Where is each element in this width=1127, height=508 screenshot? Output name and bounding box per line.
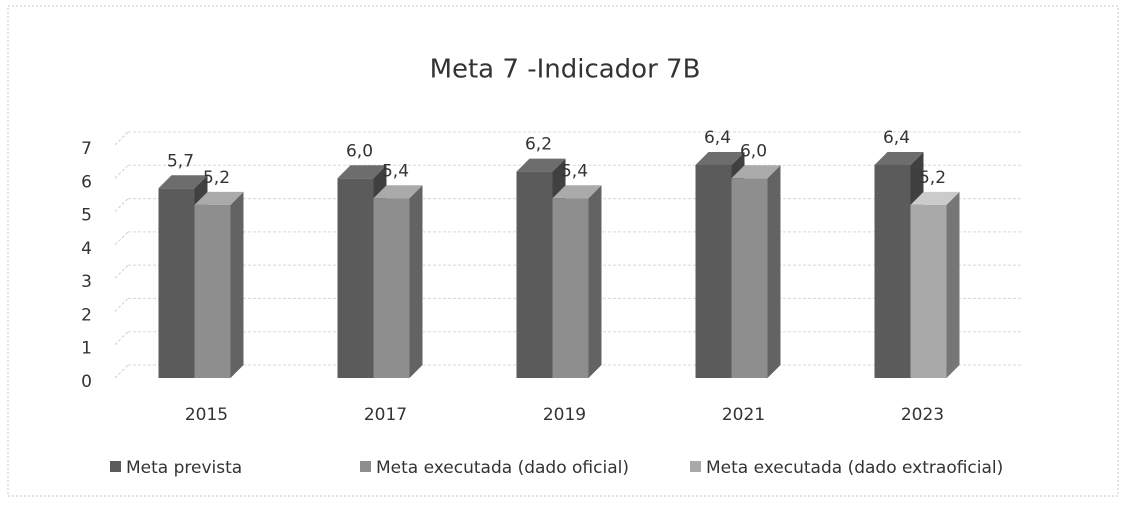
bar-top — [158, 175, 208, 189]
bar — [731, 178, 768, 378]
y-tick-label: 3 — [81, 272, 92, 292]
bar — [373, 198, 410, 378]
grid-line — [114, 264, 129, 279]
value-label: 6,0 — [740, 141, 767, 161]
bar — [695, 164, 732, 378]
bar-top — [874, 151, 924, 165]
bar-top — [373, 185, 423, 199]
value-label: 5,2 — [919, 168, 946, 188]
value-label: 5,4 — [561, 161, 588, 181]
y-tick-label: 2 — [81, 305, 92, 325]
y-tick-label: 5 — [81, 206, 92, 226]
x-tick-label: 2021 — [722, 405, 765, 425]
grid-line — [114, 164, 129, 179]
grid-line — [114, 198, 129, 212]
legend-label: Meta executada (dado extraoficial) — [706, 458, 1003, 478]
value-label: 6,2 — [525, 135, 552, 155]
y-tick-label: 7 — [81, 139, 92, 159]
grid-line — [114, 331, 129, 346]
bar — [158, 188, 195, 378]
bar-top — [731, 165, 781, 179]
bar-top — [337, 165, 387, 179]
x-tick-label: 2017 — [364, 405, 407, 425]
grid-line — [114, 131, 129, 146]
grid-line — [114, 231, 129, 246]
bar-side — [946, 191, 960, 378]
bar — [874, 164, 911, 378]
legend-label: Meta prevista — [126, 458, 242, 478]
bar — [516, 171, 553, 378]
x-tick-label: 2023 — [901, 405, 944, 425]
bar-side — [767, 165, 781, 378]
value-label: 6,4 — [883, 128, 910, 148]
bar — [337, 178, 374, 378]
bar-top — [910, 191, 960, 205]
chart-title: Meta 7 -Indicador 7B — [430, 55, 701, 85]
legend-swatch — [690, 461, 701, 472]
value-label: 6,0 — [346, 141, 373, 161]
value-label: 6,4 — [704, 128, 731, 148]
y-tick-label: 0 — [81, 372, 92, 392]
bar — [910, 204, 947, 378]
bar-side — [588, 185, 602, 378]
y-tick-label: 1 — [81, 339, 92, 359]
value-label: 5,7 — [167, 151, 194, 171]
bar-top — [194, 191, 244, 205]
value-label: 5,4 — [382, 161, 409, 181]
bar — [194, 204, 231, 378]
legend-swatch — [360, 461, 371, 472]
y-tick-label: 4 — [81, 239, 92, 259]
y-tick-label: 6 — [81, 172, 92, 192]
legend-label: Meta executada (dado oficial) — [376, 458, 629, 478]
legend-swatch — [110, 461, 121, 472]
bar — [552, 198, 589, 378]
bar-top — [552, 185, 602, 199]
x-tick-label: 2019 — [543, 405, 586, 425]
grid-line — [114, 364, 129, 379]
bar-side — [409, 185, 423, 378]
value-label: 5,2 — [203, 168, 230, 188]
x-tick-label: 2015 — [185, 405, 228, 425]
bar-side — [230, 191, 244, 378]
grid-line — [114, 298, 129, 312]
bar-top — [695, 151, 745, 165]
bar-top — [516, 158, 566, 172]
